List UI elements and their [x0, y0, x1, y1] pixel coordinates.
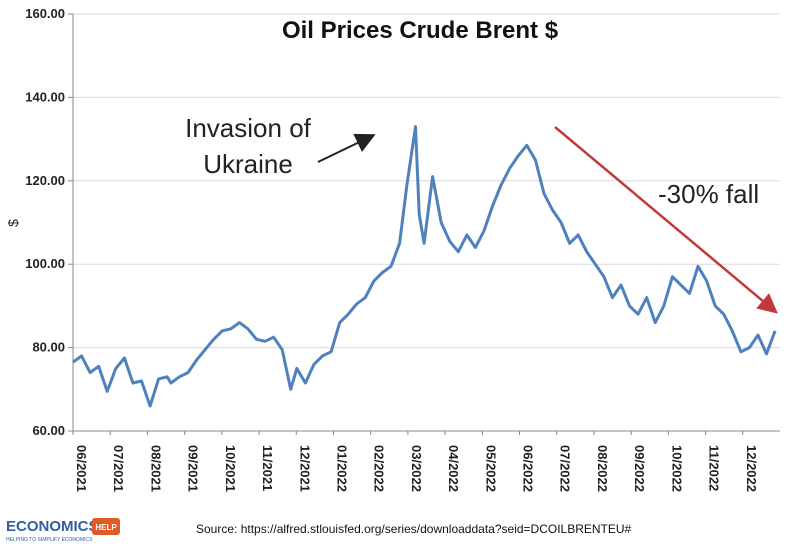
annotation-invasion-line1: Invasion of: [185, 113, 312, 143]
x-tick-label-3: 09/2021: [186, 445, 201, 492]
x-tick-label-4: 10/2021: [223, 445, 238, 492]
x-tick-label-10: 04/2022: [446, 445, 461, 492]
logo-badge-text: HELP: [95, 523, 117, 532]
x-tick-label-0: 06/2021: [74, 445, 89, 492]
x-tick-label-1: 07/2021: [111, 445, 126, 492]
x-tick-label-18: 12/2022: [744, 445, 759, 492]
x-tick-label-6: 12/2021: [297, 445, 312, 492]
y-tick-label-2: 100.00: [25, 256, 65, 271]
x-tick-label-8: 02/2022: [372, 445, 387, 492]
logo-text: ECONOMICS: [6, 518, 99, 535]
y-tick-label-5: 160.00: [25, 6, 65, 21]
x-tick-label-11: 05/2022: [483, 445, 498, 492]
y-tick-label-3: 120.00: [25, 173, 65, 188]
annotation-fall: -30% fall: [658, 179, 759, 209]
x-tick-label-15: 09/2022: [632, 445, 647, 492]
x-tick-label-17: 11/2022: [707, 445, 722, 491]
source-text: Source: https://alfred.stlouisfed.org/se…: [196, 522, 632, 536]
chart-title: Oil Prices Crude Brent $: [282, 17, 559, 44]
trend-arrow: [554, 126, 778, 314]
x-tick-label-2: 08/2021: [148, 445, 163, 492]
x-tick-label-14: 08/2022: [595, 445, 610, 492]
x-tick-label-9: 03/2022: [409, 445, 424, 492]
annotation-invasion-arrow: [317, 133, 376, 163]
logo-badge: [92, 518, 120, 535]
y-tick-label-0: 60.00: [32, 423, 65, 438]
series-line-brent: [72, 125, 777, 408]
x-tick-label-13: 07/2022: [558, 445, 573, 492]
y-axis-label: $: [5, 219, 21, 227]
economics-help-logo: ECONOMICS HELP HELPING TO SIMPLIFY ECONO…: [6, 518, 120, 543]
y-tick-label-4: 140.00: [25, 89, 65, 104]
y-axis: 60.00 80.00 100.00 120.00 140.00 160.00: [25, 6, 74, 438]
annotation-invasion-line2: Ukraine: [203, 149, 293, 179]
logo-tagline: HELPING TO SIMPLIFY ECONOMICS: [6, 537, 93, 543]
x-tick-label-12: 06/2022: [521, 445, 536, 492]
x-tick-label-16: 10/2022: [669, 445, 684, 492]
x-axis: 06/2021 07/2021 08/2021 09/2021 10/2021 11/20…: [72, 430, 780, 492]
y-tick-label-1: 80.00: [32, 340, 65, 355]
x-tick-label-7: 01/2022: [334, 445, 349, 492]
x-tick-label-5: 11/2021: [260, 445, 275, 491]
